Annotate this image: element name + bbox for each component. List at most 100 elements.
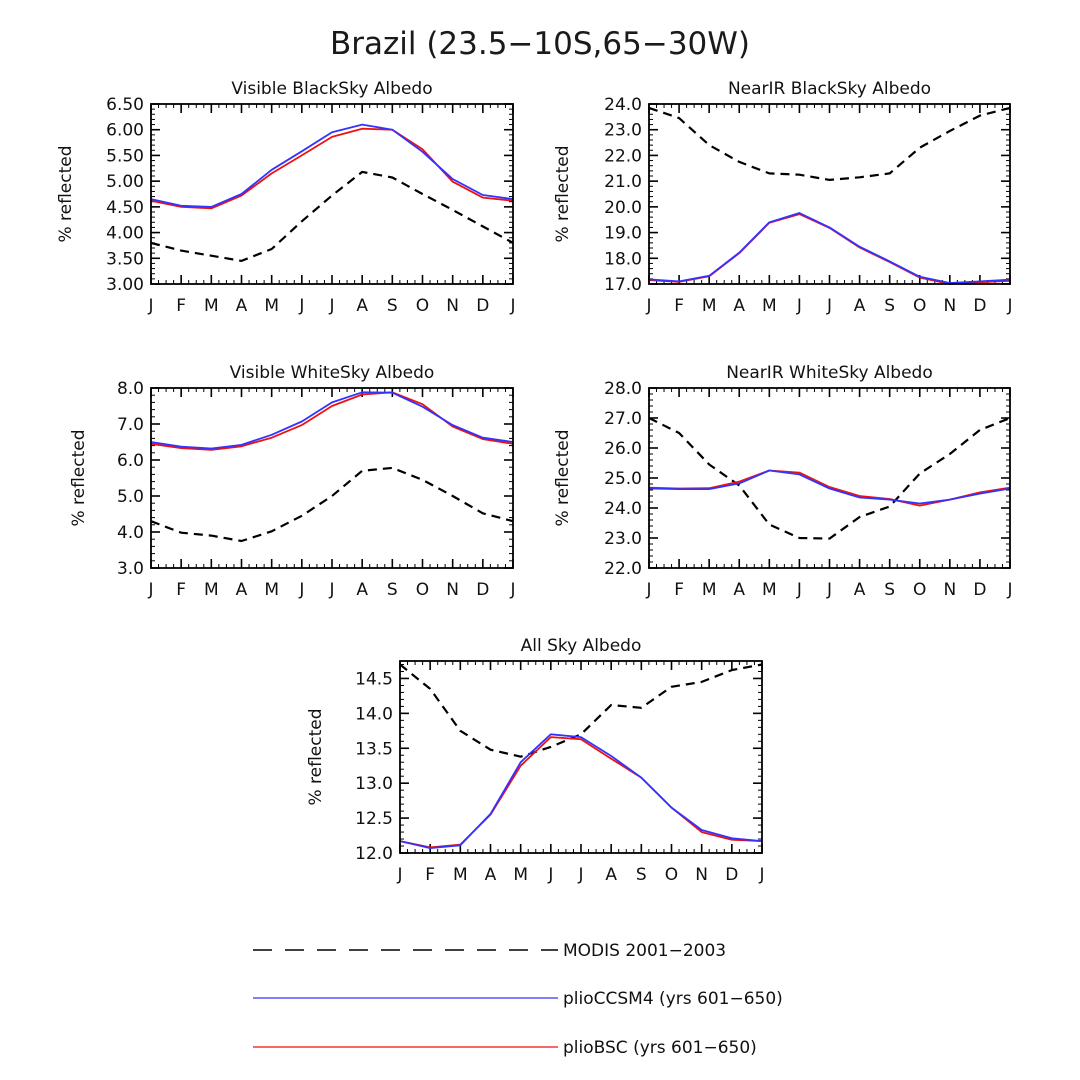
y-tick-label: 4.50 bbox=[106, 198, 144, 218]
x-tick-label: S bbox=[884, 580, 895, 600]
x-tick-label: O bbox=[665, 865, 678, 885]
x-tick-label: F bbox=[674, 296, 684, 316]
series-line-pliocsm4 bbox=[399, 733, 763, 849]
y-tick-label: 5.00 bbox=[106, 172, 144, 192]
legend-item-pliobsc: plioBSC (yrs 601−650) bbox=[253, 1038, 757, 1058]
x-tick-label: A bbox=[356, 580, 368, 600]
x-tick-label: A bbox=[356, 296, 368, 316]
series-line-modis bbox=[150, 466, 514, 543]
y-tick-label: 12.5 bbox=[355, 809, 393, 829]
series-line-pliocsm4 bbox=[150, 391, 514, 450]
legend-label-pliobsc: plioBSC (yrs 601−650) bbox=[563, 1038, 757, 1058]
y-tick-label: 8.0 bbox=[117, 379, 144, 399]
x-tick-label: A bbox=[854, 296, 866, 316]
series-line-modis bbox=[150, 170, 514, 262]
x-tick-label: M bbox=[762, 296, 777, 316]
x-tick-label: J bbox=[328, 580, 334, 600]
x-tick-label: J bbox=[328, 296, 334, 316]
y-tick-label: 3.50 bbox=[106, 249, 144, 269]
panel-title: Visible BlackSky Albedo bbox=[231, 79, 432, 99]
series-line-pliocsm4 bbox=[150, 123, 514, 208]
x-tick-label: J bbox=[796, 580, 802, 600]
x-tick-label: F bbox=[176, 580, 186, 600]
x-tick-label: J bbox=[298, 580, 304, 600]
y-tick-label: 17.0 bbox=[604, 275, 642, 295]
y-tick-label: 5.0 bbox=[117, 487, 144, 507]
x-tick-label: J bbox=[147, 580, 153, 600]
series-line-modis bbox=[648, 416, 1011, 540]
x-tick-label: D bbox=[973, 580, 986, 600]
y-tick-label: 22.0 bbox=[604, 146, 642, 166]
x-tick-label: J bbox=[147, 296, 153, 316]
y-tick-label: 24.0 bbox=[604, 95, 642, 115]
series-line-pliocsm4 bbox=[648, 469, 1011, 505]
y-axis-label: % reflected bbox=[56, 145, 76, 242]
x-tick-label: A bbox=[854, 580, 866, 600]
plot-frame bbox=[150, 387, 514, 569]
y-tick-label: 13.0 bbox=[355, 774, 393, 794]
x-tick-label: M bbox=[513, 865, 528, 885]
series-line-pliobsc bbox=[150, 391, 514, 451]
x-tick-label: A bbox=[236, 296, 248, 316]
y-tick-label: 21.0 bbox=[604, 172, 642, 192]
y-tick-label: 7.0 bbox=[117, 415, 144, 435]
x-tick-label: M bbox=[453, 865, 468, 885]
plot-frame bbox=[648, 387, 1011, 569]
x-tick-label: S bbox=[636, 865, 647, 885]
plot-frame bbox=[648, 103, 1011, 285]
x-tick-label: J bbox=[396, 865, 402, 885]
x-tick-label: N bbox=[446, 580, 459, 600]
x-tick-label: M bbox=[702, 296, 717, 316]
y-tick-label: 18.0 bbox=[604, 249, 642, 269]
x-tick-label: A bbox=[733, 296, 745, 316]
x-tick-label: J bbox=[509, 580, 515, 600]
y-tick-label: 3.00 bbox=[106, 275, 144, 295]
panel-title: Visible WhiteSky Albedo bbox=[230, 363, 435, 383]
x-tick-label: J bbox=[1006, 580, 1012, 600]
y-tick-label: 6.00 bbox=[106, 121, 144, 141]
x-tick-label: M bbox=[204, 580, 219, 600]
x-tick-label: J bbox=[645, 580, 651, 600]
series-line-modis bbox=[399, 663, 763, 758]
x-tick-label: J bbox=[758, 865, 764, 885]
plot-frame bbox=[150, 103, 514, 285]
x-tick-label: O bbox=[913, 296, 926, 316]
x-tick-label: O bbox=[913, 580, 926, 600]
x-tick-label: N bbox=[695, 865, 708, 885]
y-tick-label: 19.0 bbox=[604, 224, 642, 244]
x-tick-label: D bbox=[476, 296, 489, 316]
x-tick-label: J bbox=[796, 296, 802, 316]
x-tick-label: N bbox=[943, 296, 956, 316]
y-tick-label: 28.0 bbox=[604, 379, 642, 399]
y-tick-label: 20.0 bbox=[604, 198, 642, 218]
x-tick-label: D bbox=[725, 865, 738, 885]
x-tick-label: A bbox=[733, 580, 745, 600]
series-line-pliobsc bbox=[150, 127, 514, 210]
x-tick-label: A bbox=[605, 865, 617, 885]
y-tick-label: 5.50 bbox=[106, 146, 144, 166]
x-tick-label: O bbox=[416, 580, 429, 600]
legend-item-pliocsm4: plioCCSM4 (yrs 601−650) bbox=[253, 989, 783, 1009]
x-tick-label: M bbox=[762, 580, 777, 600]
y-tick-label: 22.0 bbox=[604, 559, 642, 579]
y-tick-label: 14.0 bbox=[355, 704, 393, 724]
x-tick-label: D bbox=[476, 580, 489, 600]
legend: MODIS 2001−2003 plioCCSM4 (yrs 601−650) … bbox=[253, 941, 783, 1058]
panel-title: NearIR BlackSky Albedo bbox=[728, 79, 931, 99]
figure-title: Brazil (23.5−10S,65−30W) bbox=[330, 26, 750, 62]
panel-title: NearIR WhiteSky Albedo bbox=[726, 363, 933, 383]
x-tick-label: F bbox=[425, 865, 435, 885]
y-tick-label: 4.0 bbox=[117, 523, 144, 543]
x-tick-label: J bbox=[1006, 296, 1012, 316]
x-tick-label: M bbox=[264, 580, 279, 600]
x-tick-label: A bbox=[236, 580, 248, 600]
x-tick-label: J bbox=[577, 865, 583, 885]
y-tick-label: 26.0 bbox=[604, 439, 642, 459]
y-axis-label: % reflected bbox=[553, 429, 573, 526]
x-tick-label: J bbox=[298, 296, 304, 316]
